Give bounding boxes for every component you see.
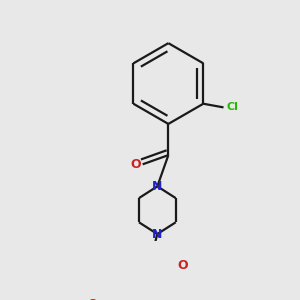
Text: Cl: Cl — [226, 102, 238, 112]
Text: N: N — [152, 228, 163, 241]
Text: N: N — [152, 180, 163, 193]
Text: O: O — [87, 298, 97, 300]
Text: O: O — [131, 158, 141, 171]
Text: O: O — [178, 259, 188, 272]
